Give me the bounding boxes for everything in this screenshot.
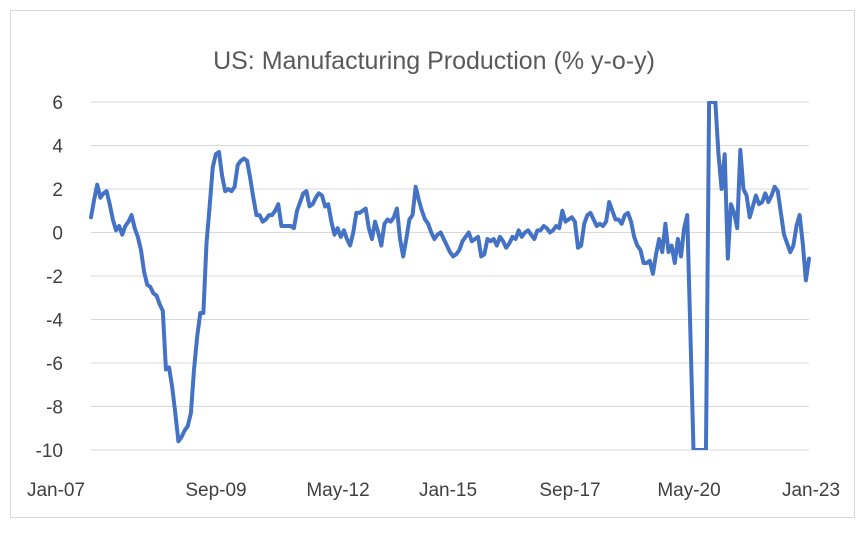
y-tick-label: 4 — [52, 137, 63, 158]
y-axis-tick-labels: 6 4 2 0 -2 -4 -6 -8 -10 — [36, 93, 64, 462]
x-tick-label: Jan-15 — [419, 480, 477, 501]
y-tick-label: 6 — [52, 93, 63, 114]
y-tick-label: 2 — [52, 180, 63, 201]
y-tick-label: -10 — [36, 441, 63, 462]
x-tick-label: Sep-17 — [539, 480, 600, 501]
y-tick-label: -6 — [46, 354, 63, 375]
x-tick-label: Jan-07 — [27, 480, 85, 501]
gridlines — [91, 101, 809, 451]
y-tick-label: -4 — [46, 311, 63, 332]
x-tick-label: May-20 — [657, 480, 720, 501]
chart-title: US: Manufacturing Production (% y-o-y) — [213, 47, 655, 75]
chart-frame: US: Manufacturing Production (% y-o-y) 6… — [10, 10, 855, 518]
x-tick-label: Sep-09 — [185, 480, 246, 501]
chart-svg: US: Manufacturing Production (% y-o-y) 6… — [27, 47, 840, 501]
y-tick-label: -8 — [46, 398, 63, 419]
y-tick-label: -2 — [46, 267, 63, 288]
y-tick-label: 0 — [52, 224, 63, 245]
x-tick-label: Jan-23 — [782, 480, 840, 501]
x-tick-label: May-12 — [306, 480, 369, 501]
series-line-manufacturing-production — [89, 101, 811, 450]
x-axis-tick-labels: Jan-07 Sep-09 May-12 Jan-15 Sep-17 May-20 Jan-… — [27, 480, 840, 501]
